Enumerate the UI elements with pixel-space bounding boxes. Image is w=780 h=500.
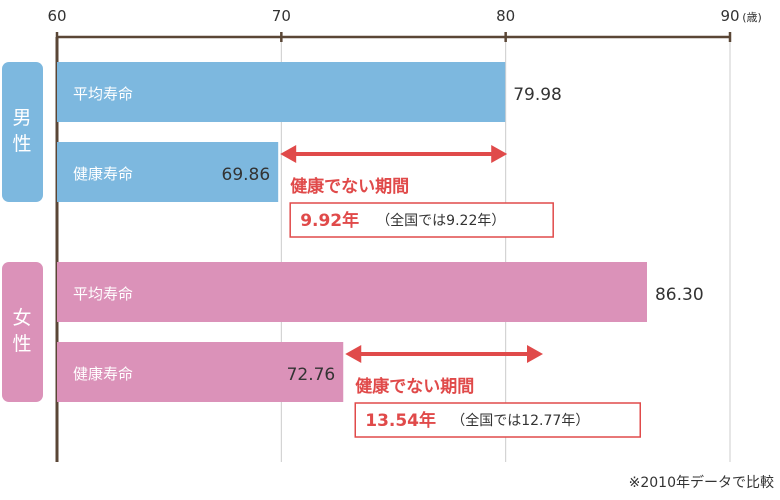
bar-category-label: 健康寿命: [73, 165, 133, 183]
gap-arrow-head-left: [280, 145, 297, 163]
bar-1-1: [57, 342, 344, 402]
bar-category-label: 健康寿命: [73, 365, 133, 383]
bar-0-1: [57, 142, 279, 202]
bar-0-0: [57, 62, 506, 122]
gap-title: 健康でない期間: [290, 176, 409, 197]
group-label-char: 女: [12, 307, 31, 329]
tick-label: 90: [720, 7, 739, 25]
group-label-0: [2, 62, 43, 202]
gap-box: [354, 402, 641, 438]
bar-value-label: 69.86: [222, 165, 271, 185]
tick-label: 60: [47, 7, 66, 25]
bar-value-label: 72.76: [287, 365, 336, 385]
bar-value-label: 86.30: [655, 285, 704, 305]
gap-arrow-head-right: [526, 345, 543, 363]
gap-title: 健康でない期間: [355, 376, 474, 397]
bar-1-0: [57, 262, 647, 322]
tick-label: 80: [496, 7, 515, 25]
unit-label: (歳): [742, 11, 762, 24]
bar-value-label: 79.98: [513, 85, 562, 105]
group-label-char: 性: [12, 133, 31, 155]
gap-note: （全国では9.22年）: [376, 212, 505, 229]
gap-value: 9.92年: [300, 210, 359, 231]
gap-arrow-head-right: [491, 145, 508, 163]
tick-label: 70: [272, 7, 291, 25]
gap-box: [289, 202, 554, 238]
bar-category-label: 平均寿命: [73, 85, 133, 103]
gap-arrow-head-left: [345, 345, 362, 363]
group-label-1: [2, 262, 43, 402]
group-label-char: 男: [12, 107, 31, 129]
group-label-char: 性: [12, 333, 31, 355]
footnote: ※2010年データで比較: [629, 474, 774, 491]
gap-value: 13.54年: [365, 410, 436, 431]
bar-category-label: 平均寿命: [73, 285, 133, 303]
gap-note: （全国では12.77年）: [451, 412, 589, 429]
